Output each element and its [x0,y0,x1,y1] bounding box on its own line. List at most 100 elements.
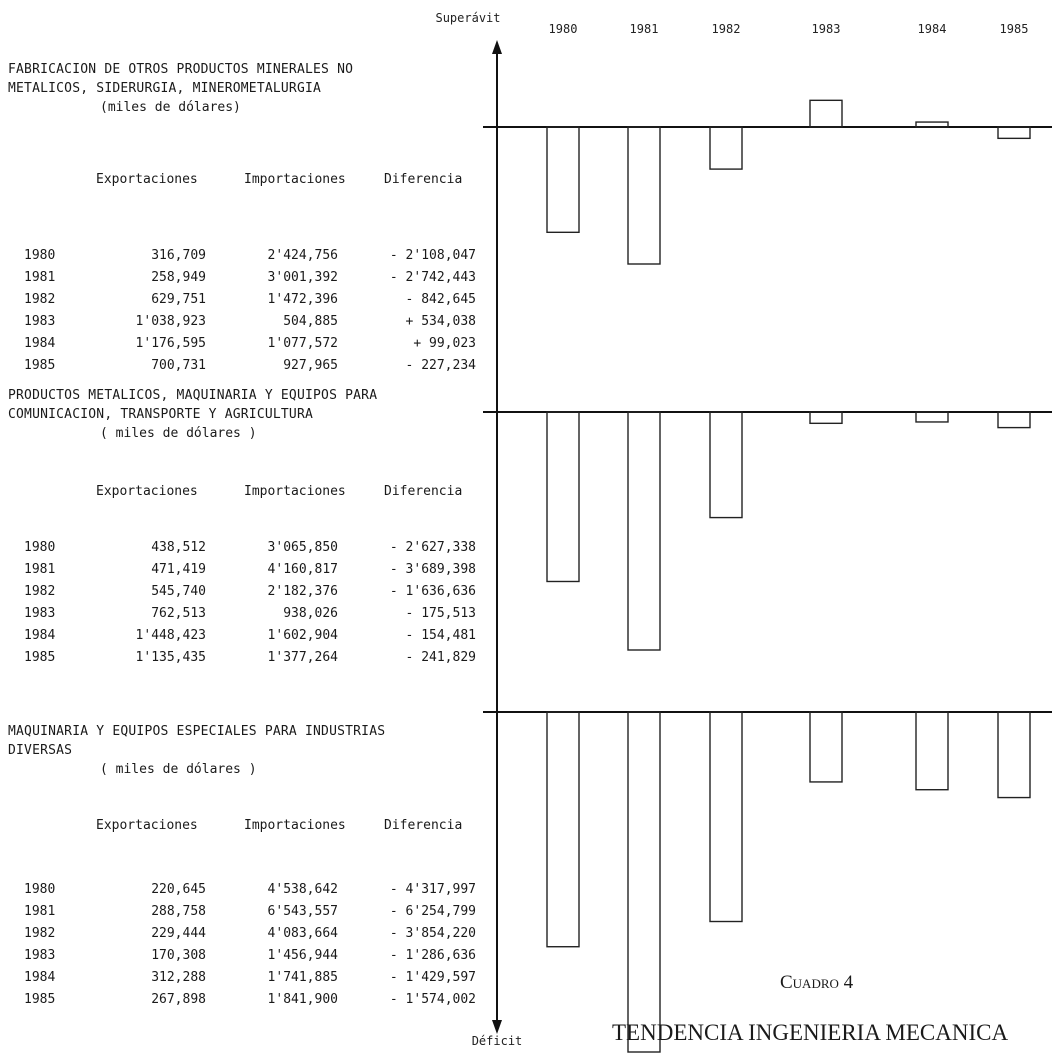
importaciones-cell: 927,965 [283,358,338,373]
section-title: FABRICACION DE OTROS PRODUCTOS MINERALES… [8,62,354,96]
importaciones-cell: 1'841,900 [267,992,338,1007]
year-cell: 1981 [24,270,56,285]
table-row: 1981 471,419 4'160,817 - 3'689,398 [8,562,488,580]
exportaciones-cell: 700,731 [151,358,206,373]
bar [809,99,843,128]
diferencia-cell: - 241,829 [405,650,476,665]
diferencia-cell: - 2'627,338 [389,540,476,555]
year-cell: 1985 [24,992,56,1007]
header-diferencia: Diferencia [384,484,463,499]
section-metalicos: PRODUCTOS METALICOS, MAQUINARIA Y EQUIPO… [8,386,488,665]
header-importaciones: Importaciones [244,818,346,833]
table-row: 1980 438,512 3'065,850 - 2'627,338 [8,540,488,558]
year-cell: 1980 [24,882,56,897]
year-label: 1982 [712,22,741,36]
exportaciones-cell: 220,645 [151,882,206,897]
importaciones-cell: 3'065,850 [267,540,338,555]
bar [546,711,580,948]
section-title: MAQUINARIA Y EQUIPOS ESPECIALES PARA IND… [8,724,386,758]
exportaciones-cell: 312,288 [151,970,206,985]
exportaciones-cell: 258,949 [151,270,206,285]
diferencia-cell: - 4'317,997 [389,882,476,897]
exportaciones-cell: 762,513 [151,606,206,621]
year-labels: 1980 1981 1982 1983 1984 1985 [549,22,1029,36]
diferencia-cell: - 175,513 [405,606,476,621]
diferencia-cell: + 99,023 [413,336,476,351]
bar [709,711,743,923]
header-diferencia: Diferencia [384,818,463,833]
diferencia-cell: - 3'689,398 [389,562,476,577]
exportaciones-cell: 629,751 [151,292,206,307]
header-importaciones: Importaciones [244,172,346,187]
diferencia-cell: - 3'854,220 [389,926,476,941]
table-row: 1983 1'038,923 504,885 + 534,038 [8,314,488,332]
table-row: 1982 629,751 1'472,396 - 842,645 [8,292,488,310]
importaciones-cell: 1'377,264 [267,650,338,665]
table-row: 1984 1'448,423 1'602,904 - 154,481 [8,628,488,646]
exportaciones-cell: 1'135,435 [135,650,206,665]
year-label: 1980 [549,22,578,36]
importaciones-cell: 2'424,756 [267,248,338,263]
bar [627,411,661,651]
bar [546,411,580,583]
table-row: 1982 545,740 2'182,376 - 1'636,636 [8,584,488,602]
bar [627,711,661,1053]
exportaciones-cell: 1'038,923 [135,314,206,329]
importaciones-cell: 938,026 [283,606,338,621]
year-label: 1981 [630,22,659,36]
importaciones-cell: 1'077,572 [267,336,338,351]
diferencia-cell: - 1'286,636 [389,948,476,963]
table-row: 1980 316,709 2'424,756 - 2'108,047 [8,248,488,266]
header-diferencia: Diferencia [384,172,463,187]
year-cell: 1985 [24,358,56,373]
table-row: 1983 170,308 1'456,944 - 1'286,636 [8,948,488,966]
diferencia-cell: - 154,481 [405,628,476,643]
exportaciones-cell: 545,740 [151,584,206,599]
bar [997,711,1031,799]
exportaciones-cell: 229,444 [151,926,206,941]
diferencia-cell: - 1'574,002 [389,992,476,1007]
importaciones-cell: 4'160,817 [267,562,338,577]
header-importaciones: Importaciones [244,484,346,499]
year-cell: 1982 [24,584,56,599]
table-row: 1984 312,288 1'741,885 - 1'429,597 [8,970,488,988]
arrow-down-icon [492,1020,502,1034]
header-exportaciones: Exportaciones [96,484,198,499]
exportaciones-cell: 170,308 [151,948,206,963]
exportaciones-cell: 288,758 [151,904,206,919]
year-label: 1984 [918,22,947,36]
cuadro-caption: Cuadro 4 [780,972,854,993]
year-cell: 1985 [24,650,56,665]
bar [709,126,743,170]
superavit-label: Superávit [435,11,500,25]
exportaciones-cell: 471,419 [151,562,206,577]
arrow-up-icon [492,40,502,54]
diferencia-cell: + 534,038 [405,314,476,329]
diferencia-cell: - 6'254,799 [389,904,476,919]
diferencia-cell: - 1'429,597 [389,970,476,985]
axes [483,40,1052,1034]
importaciones-cell: 1'472,396 [267,292,338,307]
year-label: 1983 [812,22,841,36]
year-cell: 1981 [24,904,56,919]
header-exportaciones: Exportaciones [96,818,198,833]
table-row: 1984 1'176,595 1'077,572 + 99,023 [8,336,488,354]
bar [915,121,949,128]
importaciones-cell: 2'182,376 [267,584,338,599]
bar [997,126,1031,140]
importaciones-cell: 504,885 [283,314,338,329]
table-row: 1983 762,513 938,026 - 175,513 [8,606,488,624]
section-unit: (miles de dólares) [100,100,241,115]
importaciones-cell: 4'083,664 [267,926,338,941]
bar [915,411,949,423]
bars [546,99,1031,1053]
importaciones-cell: 4'538,642 [267,882,338,897]
year-cell: 1983 [24,948,56,963]
importaciones-cell: 1'602,904 [267,628,338,643]
deficit-label: Déficit [472,1034,523,1048]
section-minerales: FABRICACION DE OTROS PRODUCTOS MINERALES… [8,60,488,373]
diferencia-cell: - 1'636,636 [389,584,476,599]
section-unit: ( miles de dólares ) [100,426,257,441]
exportaciones-cell: 316,709 [151,248,206,263]
section-unit: ( miles de dólares ) [100,762,257,777]
